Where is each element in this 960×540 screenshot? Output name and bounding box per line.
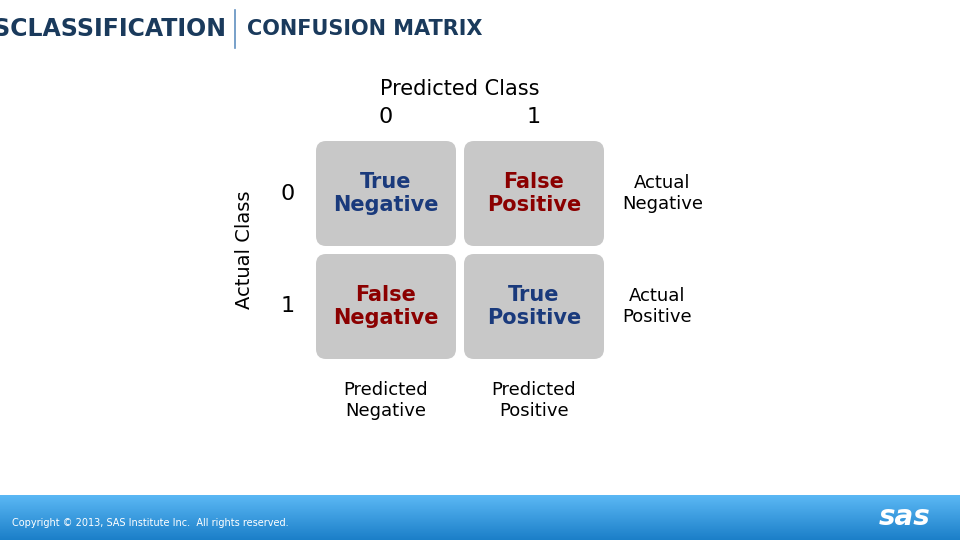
Text: 0: 0 — [281, 184, 295, 204]
Text: Predicted
Positive: Predicted Positive — [492, 381, 576, 420]
FancyBboxPatch shape — [316, 141, 456, 246]
Text: Predicted Class: Predicted Class — [380, 79, 540, 99]
Text: Actual
Negative: Actual Negative — [622, 174, 703, 213]
Text: 1: 1 — [527, 107, 541, 127]
Text: Copyright © 2013, SAS Institute Inc.  All rights reserved.: Copyright © 2013, SAS Institute Inc. All… — [12, 518, 289, 528]
Text: Predicted
Negative: Predicted Negative — [344, 381, 428, 420]
Text: Actual Class: Actual Class — [234, 191, 253, 309]
Text: False
Positive: False Positive — [487, 172, 581, 215]
Text: 0: 0 — [379, 107, 394, 127]
FancyBboxPatch shape — [316, 254, 456, 359]
Text: True
Positive: True Positive — [487, 285, 581, 328]
FancyBboxPatch shape — [464, 141, 604, 246]
Text: 1: 1 — [281, 296, 295, 316]
Text: Actual
Positive: Actual Positive — [622, 287, 691, 326]
Text: True
Negative: True Negative — [333, 172, 439, 215]
FancyBboxPatch shape — [464, 254, 604, 359]
Text: False
Negative: False Negative — [333, 285, 439, 328]
Text: MISCLASSIFICATION: MISCLASSIFICATION — [0, 17, 227, 41]
Text: CONFUSION MATRIX: CONFUSION MATRIX — [247, 19, 483, 39]
Text: sas: sas — [879, 503, 931, 531]
